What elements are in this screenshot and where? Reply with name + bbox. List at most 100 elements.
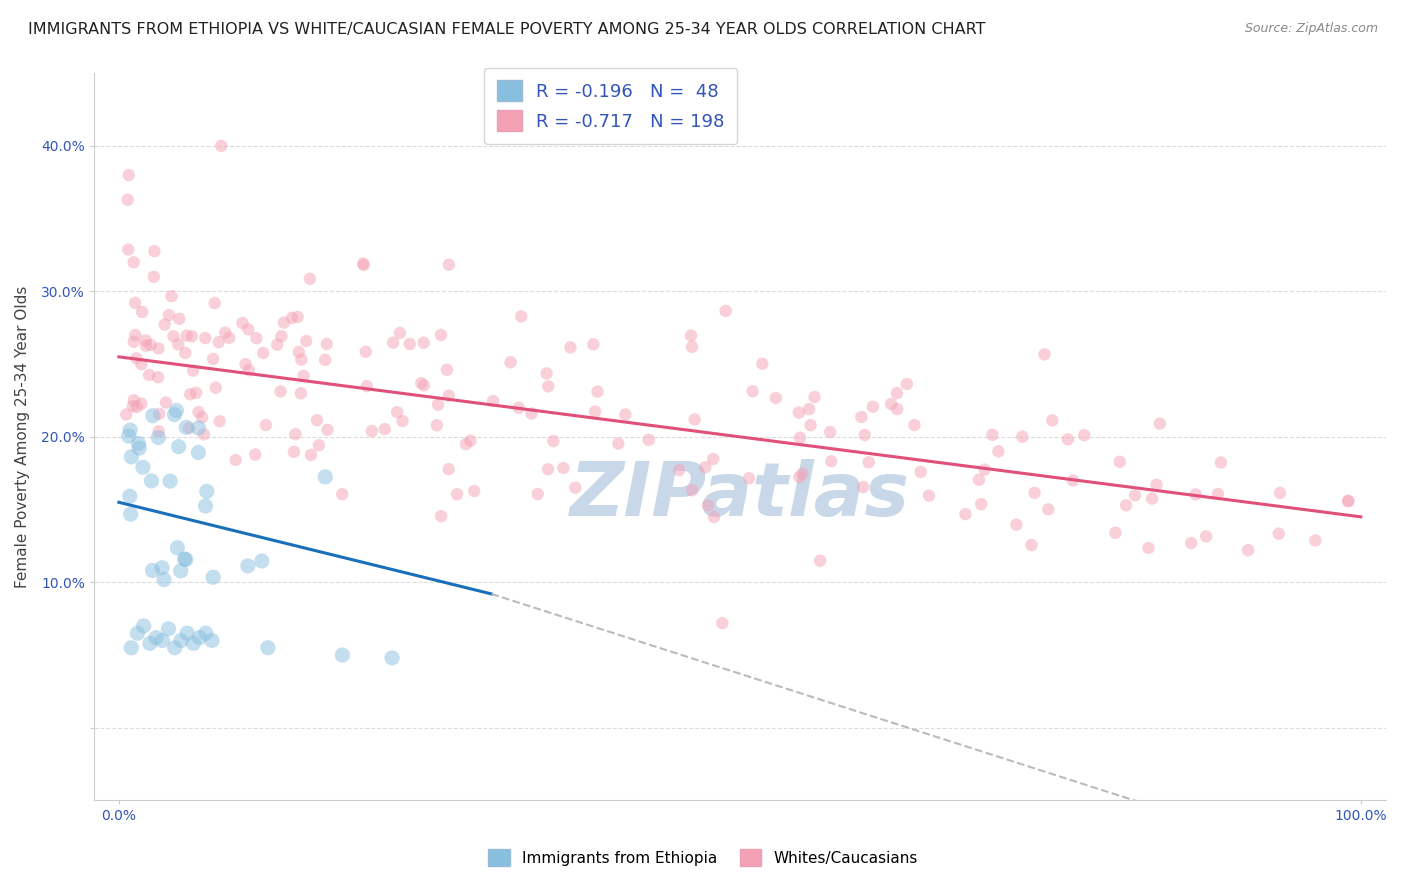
Point [117, 193, 139, 207]
Point [800, 418, 823, 433]
Point [853, 428, 876, 442]
Point [858, 455, 880, 469]
Point [981, 427, 1004, 442]
Point [170, 564, 193, 578]
Point [135, 339, 157, 353]
Text: IMMIGRANTS FROM ETHIOPIA VS WHITE/CAUCASIAN FEMALE POVERTY AMONG 25-34 YEAR OLDS: IMMIGRANTS FROM ETHIOPIA VS WHITE/CAUCAS… [28, 22, 986, 37]
Point [1149, 417, 1171, 431]
Point [118, 168, 141, 182]
Point [139, 636, 162, 650]
Point [120, 640, 142, 655]
Point [195, 484, 218, 499]
Point [150, 633, 173, 648]
Point [308, 438, 330, 452]
Point [880, 397, 903, 411]
Point [537, 379, 560, 393]
Point [353, 258, 375, 272]
Point [314, 352, 336, 367]
Point [194, 499, 217, 513]
Point [118, 489, 141, 503]
Point [607, 436, 630, 450]
Point [127, 436, 149, 450]
Point [1123, 488, 1146, 502]
Point [174, 420, 197, 434]
Point [194, 331, 217, 345]
Point [430, 328, 453, 343]
Point [1184, 487, 1206, 501]
Point [1073, 428, 1095, 442]
Point [818, 425, 841, 439]
Point [1057, 433, 1080, 447]
Point [385, 405, 408, 419]
Point [184, 385, 207, 400]
Point [820, 454, 842, 468]
Point [789, 431, 811, 445]
Point [290, 352, 312, 367]
Point [332, 648, 354, 662]
Point [148, 424, 170, 438]
Point [1209, 455, 1232, 469]
Point [1115, 498, 1137, 512]
Point [128, 441, 150, 455]
Point [681, 483, 703, 498]
Point [299, 448, 322, 462]
Point [315, 337, 337, 351]
Text: Source: ZipAtlas.com: Source: ZipAtlas.com [1244, 22, 1378, 36]
Point [235, 357, 257, 371]
Point [295, 334, 318, 348]
Point [437, 462, 460, 476]
Point [146, 370, 169, 384]
Point [169, 311, 191, 326]
Point [183, 636, 205, 650]
Point [150, 560, 173, 574]
Point [361, 424, 384, 438]
Point [120, 450, 142, 464]
Point [741, 384, 763, 399]
Point [412, 335, 434, 350]
Point [157, 622, 180, 636]
Point [166, 541, 188, 555]
Point [125, 400, 148, 414]
Point [918, 489, 941, 503]
Point [143, 244, 166, 258]
Point [166, 403, 188, 417]
Point [1137, 541, 1160, 555]
Point [681, 328, 703, 343]
Point [430, 509, 453, 524]
Point [176, 626, 198, 640]
Point [181, 364, 204, 378]
Point [209, 139, 232, 153]
Point [702, 452, 724, 467]
Point [356, 379, 378, 393]
Text: ZIPatlas: ZIPatlas [569, 458, 910, 532]
Point [163, 408, 186, 422]
Point [131, 357, 153, 371]
Point [162, 329, 184, 343]
Point [191, 410, 214, 425]
Point [167, 337, 190, 351]
Point [886, 402, 908, 417]
Point [460, 434, 482, 448]
Point [138, 368, 160, 382]
Point [437, 389, 460, 403]
Point [352, 256, 374, 270]
Point [1237, 543, 1260, 558]
Point [270, 384, 292, 399]
Point [139, 338, 162, 352]
Point [292, 368, 315, 383]
Point [437, 258, 460, 272]
Point [142, 269, 165, 284]
Point [245, 331, 267, 345]
Point [208, 335, 231, 350]
Point [122, 393, 145, 408]
Point [553, 461, 575, 475]
Point [886, 386, 908, 401]
Point [148, 407, 170, 421]
Point [1062, 474, 1084, 488]
Point [236, 558, 259, 573]
Point [803, 390, 825, 404]
Point [127, 626, 149, 640]
Point [305, 413, 328, 427]
Point [987, 444, 1010, 458]
Point [193, 427, 215, 442]
